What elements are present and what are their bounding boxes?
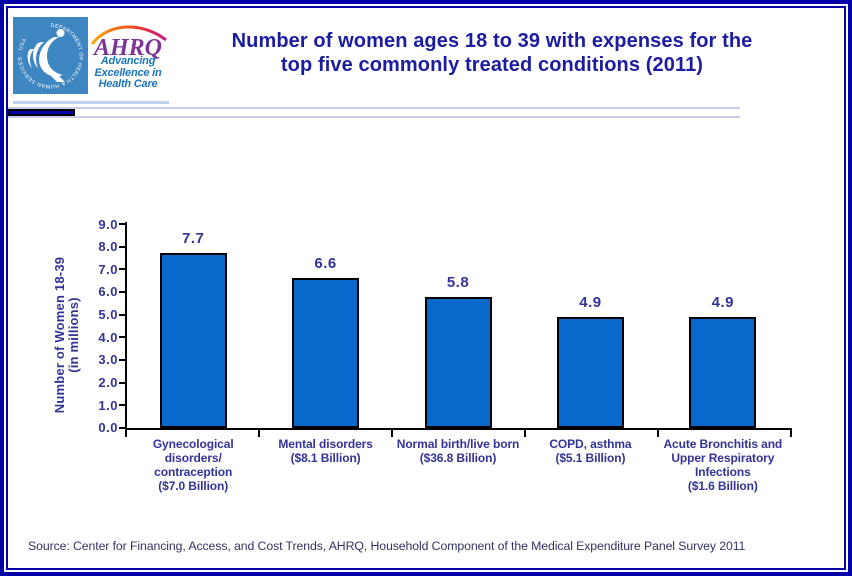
x-axis-line bbox=[125, 428, 792, 430]
category-labels: Gynecological disorders/ contraception (… bbox=[127, 437, 789, 493]
x-tick-mark bbox=[790, 430, 792, 437]
divider-light-line-top bbox=[8, 107, 740, 109]
x-tick-mark bbox=[524, 430, 526, 437]
divider-light-line-bottom bbox=[8, 116, 740, 118]
y-tick-mark bbox=[119, 381, 126, 384]
y-axis-tick-marks bbox=[119, 223, 126, 429]
bar-value-label: 7.7 bbox=[182, 230, 205, 248]
y-tick-mark bbox=[119, 245, 126, 248]
bar-slot: 7.7 bbox=[127, 224, 259, 428]
page-title: Number of women ages 18 to 39 with expen… bbox=[162, 29, 822, 77]
bar bbox=[556, 316, 624, 428]
bar-slot: 5.8 bbox=[392, 224, 524, 428]
ahrq-tagline-line1: Advancing bbox=[100, 55, 156, 67]
header-divider bbox=[8, 107, 740, 118]
bar-value-label: 6.6 bbox=[314, 255, 337, 273]
y-axis-tick-labels: 9.0 8.0 7.0 6.0 5.0 4.0 3.0 2.0 1.0 0.0 bbox=[98, 216, 118, 436]
plot-area: 7.7 6.6 5.8 4.9 4.9 bbox=[127, 224, 789, 428]
ahrq-tagline-line3: Health Care bbox=[98, 78, 158, 90]
y-tick-mark bbox=[119, 404, 126, 407]
category-label: Gynecological disorders/ contraception (… bbox=[152, 437, 234, 493]
bar-slot: 4.9 bbox=[657, 224, 789, 428]
hhs-logo-background bbox=[13, 17, 88, 94]
bar-value-label: 4.9 bbox=[579, 293, 602, 311]
y-tick-mark bbox=[119, 358, 126, 361]
y-tick-mark bbox=[119, 290, 126, 293]
y-tick-mark bbox=[119, 223, 126, 225]
x-tick-mark bbox=[391, 430, 393, 437]
bar bbox=[689, 316, 757, 428]
bar-value-label: 5.8 bbox=[446, 273, 470, 291]
hhs-eagle-icon bbox=[27, 29, 65, 82]
y-tick-mark bbox=[119, 268, 126, 271]
ahrq-acronym: AHRQ bbox=[92, 35, 162, 59]
bar-value-label: 4.9 bbox=[711, 293, 734, 311]
x-tick-mark bbox=[657, 430, 659, 437]
divider-navy-bar bbox=[8, 109, 75, 116]
category-label: Acute Bronchitis and Upper Respiratory I… bbox=[663, 437, 783, 493]
bar-slot: 4.9 bbox=[524, 224, 656, 428]
ahrq-tagline-line2: Excellence in bbox=[94, 66, 162, 79]
y-tick-mark bbox=[119, 426, 126, 429]
hhs-logo: DEPARTMENT OF HEALTH & HUMAN SERVICES · … bbox=[13, 17, 88, 94]
category-label: Mental disorders ($8.1 Billion) bbox=[278, 437, 373, 465]
bar bbox=[424, 296, 492, 428]
ahrq-arc-icon bbox=[90, 25, 167, 45]
ahrq-logo: AHRQ Advancing Excellence in Health Care bbox=[87, 17, 169, 101]
category-label: COPD, asthma ($5.1 Billion) bbox=[549, 437, 632, 465]
bar-slot: 6.6 bbox=[259, 224, 391, 428]
source-note: Source: Center for Financing, Access, an… bbox=[28, 539, 746, 553]
x-axis-tick-marks bbox=[125, 430, 792, 437]
y-tick-mark bbox=[119, 336, 126, 339]
y-tick-mark bbox=[119, 313, 126, 316]
logo-underline bbox=[13, 101, 169, 104]
bar bbox=[292, 278, 360, 428]
x-tick-mark bbox=[258, 430, 260, 437]
page-title-line1: Number of women ages 18 to 39 with expen… bbox=[231, 30, 753, 52]
bar bbox=[159, 253, 227, 428]
page-title-line2: top five commonly treated conditions (20… bbox=[280, 54, 704, 76]
x-tick-mark bbox=[125, 430, 127, 437]
category-label: Normal birth/live born ($36.8 Billion) bbox=[396, 437, 520, 465]
y-axis-line bbox=[125, 222, 127, 430]
